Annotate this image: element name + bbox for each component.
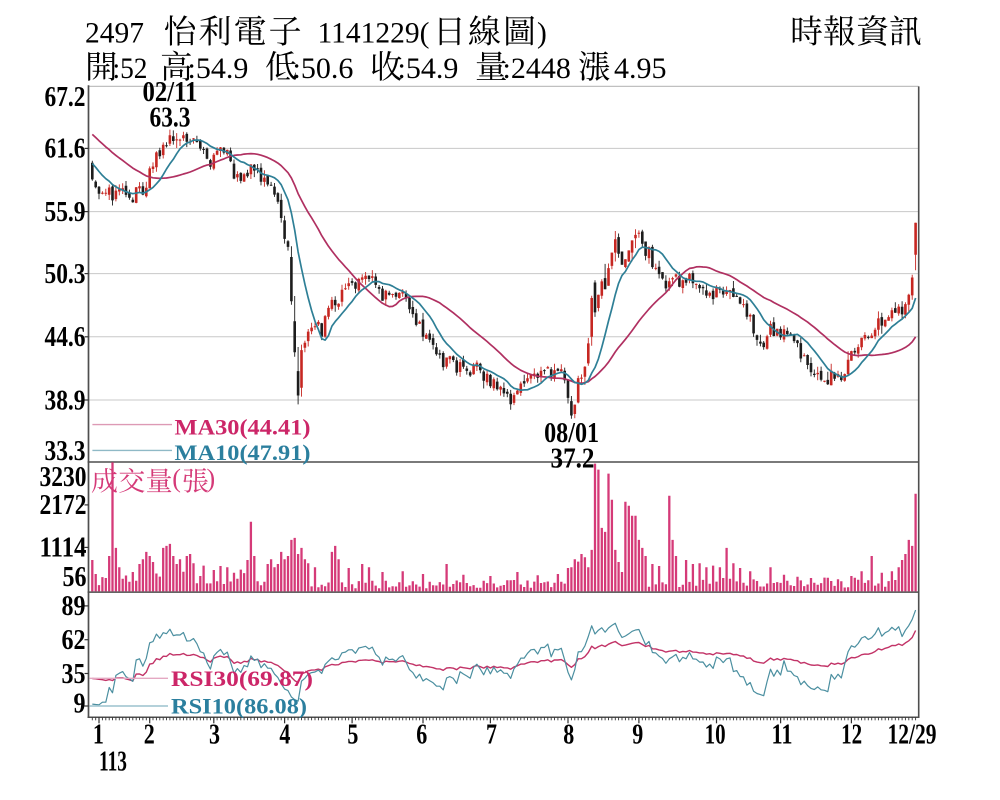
svg-text::50.6: :50.6 (293, 52, 354, 85)
svg-text:62: 62 (62, 625, 86, 656)
svg-text:4.95: 4.95 (614, 52, 667, 85)
svg-text:7: 7 (486, 720, 497, 751)
svg-text:9: 9 (74, 688, 86, 719)
svg-text:2497: 2497 (85, 18, 144, 50)
svg-text:08/01: 08/01 (544, 418, 599, 449)
svg-text:89: 89 (62, 591, 86, 622)
svg-text:10: 10 (705, 720, 726, 751)
svg-text::54.9: :54.9 (398, 52, 459, 85)
svg-text:63.3: 63.3 (150, 103, 191, 134)
svg-text:9: 9 (632, 720, 643, 751)
svg-text:38.9: 38.9 (45, 385, 86, 416)
svg-text:RSI30(69.87): RSI30(69.87) (171, 666, 313, 691)
svg-text:1141229(: 1141229( (318, 18, 430, 50)
svg-text:4: 4 (279, 720, 290, 751)
svg-text:(: ( (172, 464, 181, 493)
svg-text::54.9: :54.9 (188, 52, 249, 85)
svg-text:37.2: 37.2 (551, 443, 595, 474)
svg-text:12/29: 12/29 (888, 720, 937, 751)
svg-text:3: 3 (209, 720, 220, 751)
svg-text:50.3: 50.3 (45, 259, 86, 290)
svg-text:): ) (207, 464, 216, 493)
svg-text:MA30(44.41): MA30(44.41) (175, 414, 311, 439)
svg-text:44.6: 44.6 (45, 322, 86, 353)
svg-text:67.2: 67.2 (45, 82, 86, 113)
svg-text:8: 8 (563, 720, 574, 751)
svg-text:2: 2 (144, 720, 155, 751)
svg-text:MA10(47.91): MA10(47.91) (175, 440, 311, 465)
svg-text:33.3: 33.3 (45, 436, 86, 467)
svg-text::52: :52 (113, 52, 148, 85)
svg-text:56: 56 (63, 562, 87, 593)
svg-text:11: 11 (772, 720, 793, 751)
svg-text:02/11: 02/11 (143, 77, 198, 108)
svg-text:): ) (537, 18, 547, 50)
svg-text::2448: :2448 (503, 52, 571, 85)
svg-text:113: 113 (99, 747, 127, 778)
svg-text:RSI10(86.08): RSI10(86.08) (171, 694, 307, 719)
svg-text:1: 1 (93, 720, 104, 751)
svg-text:55.9: 55.9 (45, 197, 86, 228)
svg-text:6: 6 (416, 720, 427, 751)
svg-text:2172: 2172 (40, 490, 87, 521)
svg-text:35: 35 (62, 659, 86, 690)
svg-text:3230: 3230 (40, 462, 87, 493)
svg-text:12: 12 (841, 720, 862, 751)
svg-text:1114: 1114 (40, 533, 87, 564)
svg-text:5: 5 (347, 720, 358, 751)
svg-text:61.6: 61.6 (45, 134, 86, 165)
